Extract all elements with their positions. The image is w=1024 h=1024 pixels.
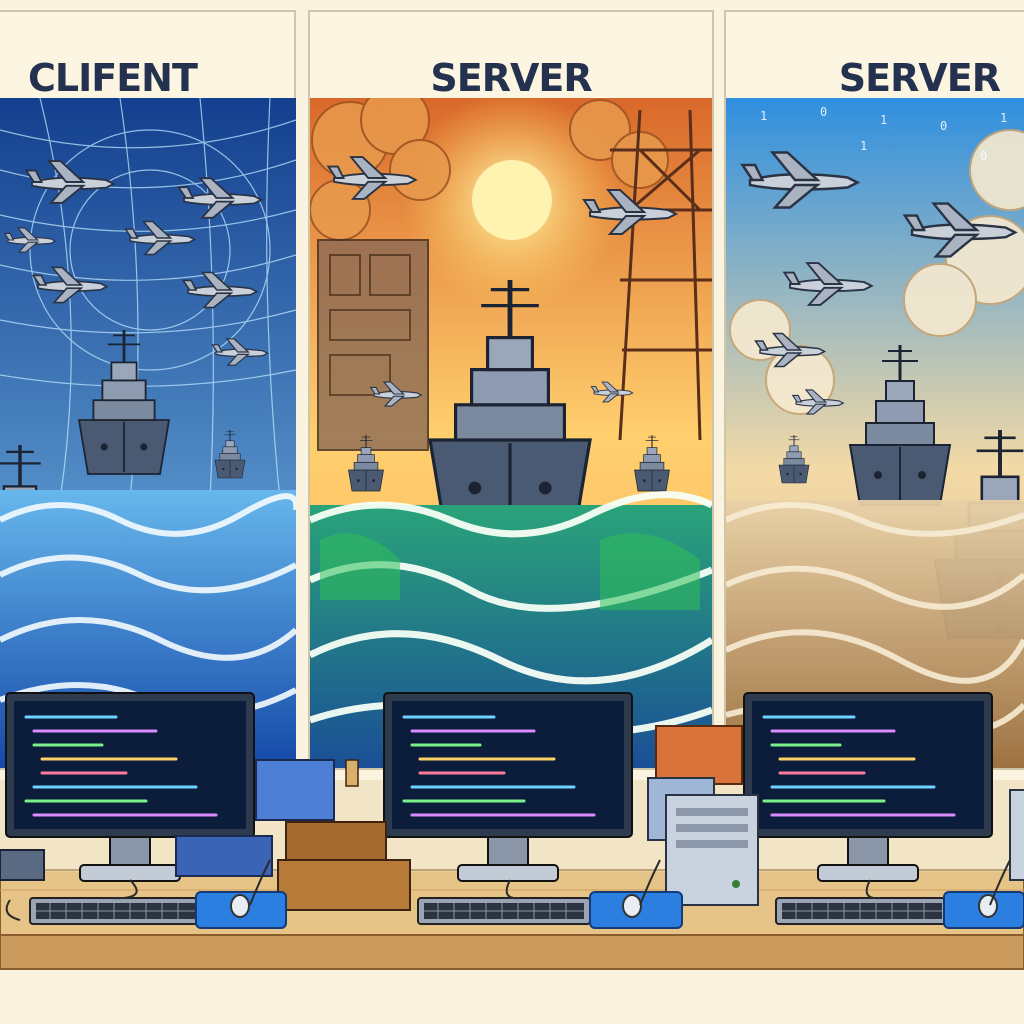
binary-digit: 1 bbox=[1000, 111, 1007, 125]
book-stack-icon bbox=[0, 725, 743, 911]
client-keyboard-icon bbox=[29, 897, 203, 925]
server-right-scene: 1 0 1 0 1 1 0 bbox=[726, 98, 1024, 768]
binary-digit: 0 bbox=[940, 119, 947, 133]
server-panel-right-title: SERVER bbox=[838, 56, 1001, 100]
binary-digit: 0 bbox=[980, 149, 987, 163]
server-keyboard-right-icon bbox=[775, 897, 949, 925]
binary-digit: 0 bbox=[820, 105, 827, 119]
binary-digit: 1 bbox=[880, 113, 887, 127]
server-keyboard-center-icon bbox=[417, 897, 591, 925]
server-mouse-center-icon bbox=[589, 891, 683, 929]
server-tower-icon bbox=[665, 789, 1024, 906]
client-panel-title: CLIFENT bbox=[28, 56, 198, 100]
server-center-scene bbox=[310, 98, 712, 768]
cables bbox=[5, 859, 1011, 921]
binary-digit: 1 bbox=[860, 139, 867, 153]
binary-digit: 1 bbox=[760, 109, 767, 123]
server-mouse-right-icon bbox=[943, 891, 1024, 929]
client-scene bbox=[0, 98, 296, 768]
client-mouse-icon bbox=[195, 891, 287, 929]
server-panel-center-title: SERVER bbox=[430, 56, 592, 100]
